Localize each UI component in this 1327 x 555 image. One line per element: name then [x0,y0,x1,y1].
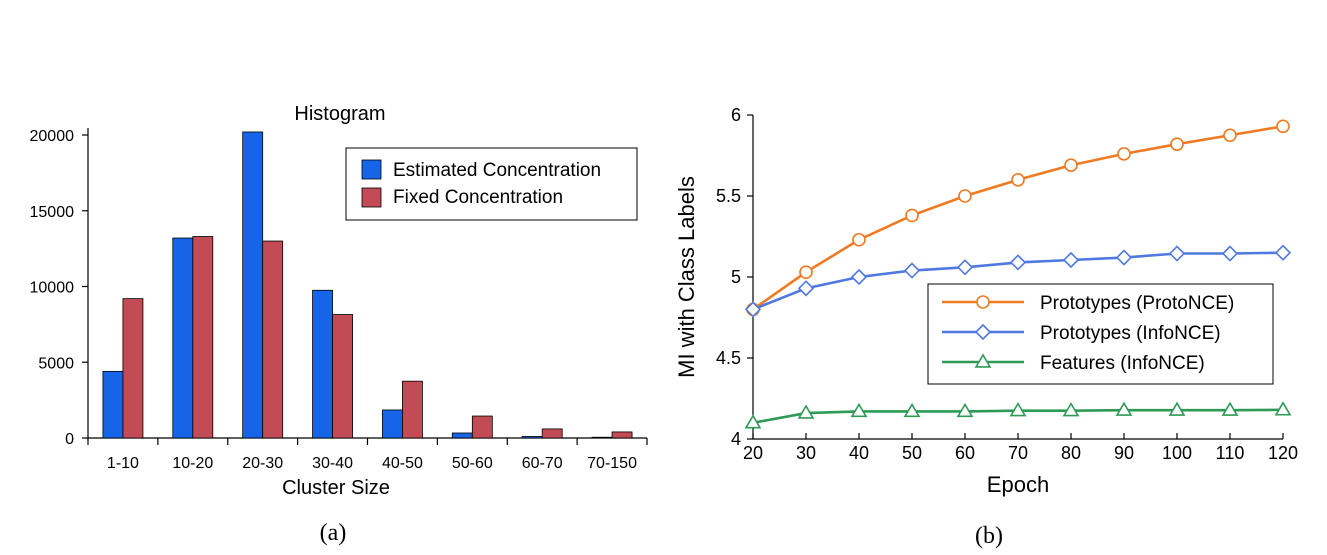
series-point-triangle [1274,401,1292,416]
histogram-category-label: 1-10 [107,455,139,472]
mi-line-chart: 4 4.5 5 5.5 6 20 30 40 50 60 70 80 90 100 110 120 MI w… [674,105,1298,549]
series-point-diamond [956,259,974,276]
bar-estimated-concentration [591,436,613,439]
mi-y-tick-label: 4 [731,429,741,449]
series-point-circle [905,208,919,223]
series-point-triangle [903,402,921,418]
histogram-category-label: 70-150 [587,455,637,472]
mi-legend-marker [974,353,992,368]
series-point-circle [1223,128,1237,143]
mi-x-tick-label: 90 [1114,443,1134,463]
legend-label-estimated: Estimated Concentration [393,160,601,181]
series-point-diamond [1274,244,1292,261]
series-point-circle [1011,173,1025,187]
bar-estimated-concentration [312,289,333,439]
histogram-legend-box [345,147,638,221]
mi-legend-label: Features (InfoNCE) [1040,353,1205,374]
mi-legend-marker [976,295,990,309]
mi-y-tick-label: 5 [731,267,741,287]
histogram-legend: Estimated Concentration Fixed Concentrat… [345,147,638,221]
series-point-circle [1064,158,1078,173]
bar-estimated-concentration [172,237,194,439]
mi-x-tick-label: 100 [1162,443,1192,463]
histogram-x-axis-label: Cluster Size [282,477,390,499]
series-point-circle [852,232,866,247]
mi-legend-marker [974,323,992,341]
histogram-y-tick-label: 15000 [30,204,75,221]
mi-legend-label: Prototypes (InfoNCE) [1040,323,1221,344]
mi-legend-label: Prototypes (ProtoNCE) [1040,293,1234,314]
series-point-diamond [797,280,815,297]
series-point-diamond [744,301,762,318]
bar-estimated-concentration [102,370,124,439]
mi-x-tick-label: 40 [849,443,869,463]
legend-swatch-fixed [361,187,382,208]
histogram-category-label: 50-60 [452,455,493,472]
series-point-circle [1117,147,1131,161]
series-point-triangle [744,414,762,429]
histogram-category-label: 40-50 [382,455,423,472]
mi-x-tick-label: 80 [1061,443,1081,463]
series-point-diamond [1115,249,1133,266]
mi-x-tick-label: 110 [1216,443,1245,463]
series-point-circle [958,189,972,203]
bar-fixed-concentration [541,428,563,439]
histogram-y-tick-label: 10000 [30,280,75,297]
series-point-circle [1170,137,1184,151]
histogram-category-label: 30-40 [312,455,353,472]
histogram-category-label: 10-20 [172,455,213,472]
series-point-triangle [956,402,974,418]
mi-x-tick-label: 70 [1008,443,1028,463]
mi-y-tick-label: 4.5 [716,348,741,368]
bar-fixed-concentration [471,415,493,439]
mi-x-axis-label: Epoch [987,472,1049,497]
series-point-circle [1276,119,1290,134]
bar-fixed-concentration [122,298,144,439]
series-point-triangle [797,404,815,419]
mi-x-tick-label: 20 [743,443,763,463]
histogram-category-label: 60-70 [522,455,563,472]
series-point-triangle [1221,401,1239,416]
mi-x-tick-label: 50 [902,443,922,463]
caption-b: (b) [975,523,1003,549]
bar-fixed-concentration [192,236,214,439]
mi-x-tick-label: 30 [796,443,816,463]
bar-estimated-concentration [382,409,403,439]
caption-a: (a) [320,520,347,546]
bar-estimated-concentration [451,432,473,439]
histogram-y-tick-label: 20000 [30,128,75,145]
histogram-chart: Histogram 0 5000 10000 15000 20000 1-10 10-20… [30,103,648,546]
series-point-diamond [903,262,921,279]
bar-fixed-concentration [262,240,284,439]
series-point-diamond [1062,251,1080,269]
histogram-category-label: 20-30 [242,455,283,472]
histogram-y-tick-label: 0 [65,431,74,448]
series-point-diamond [1168,245,1186,262]
series-point-triangle [1115,401,1133,416]
legend-label-fixed: Fixed Concentration [393,187,563,208]
bar-fixed-concentration [332,314,353,439]
series-point-circle [799,265,813,279]
bar-fixed-concentration [402,380,423,439]
bar-estimated-concentration [242,131,264,439]
series-point-triangle [850,402,868,418]
series-point-diamond [850,268,868,286]
series-point-diamond [1009,254,1027,271]
mi-legend: Prototypes (ProtoNCE) Prototypes (InfoNCE… [927,283,1274,385]
legend-swatch-estimated [361,159,382,180]
series-point-triangle [1062,402,1080,417]
series-point-triangle [1009,402,1027,417]
series-point-triangle [1168,401,1186,416]
bar-fixed-concentration [611,431,633,439]
mi-x-tick-label: 60 [955,443,975,463]
bar-estimated-concentration [521,436,543,439]
mi-y-axis-label: MI with Class Labels [674,176,699,378]
mi-y-tick-label: 6 [731,105,741,125]
mi-y-tick-label: 5.5 [716,186,741,206]
histogram-y-tick-label: 5000 [38,355,74,372]
histogram-title: Histogram [294,103,385,125]
series-point-diamond [1221,245,1239,262]
mi-x-tick-label: 120 [1268,443,1298,463]
